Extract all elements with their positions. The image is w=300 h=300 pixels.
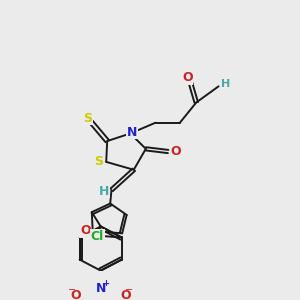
Text: S: S <box>83 112 92 125</box>
Text: O: O <box>170 145 181 158</box>
Text: O: O <box>182 71 193 84</box>
Text: +: + <box>103 279 110 288</box>
Text: −: − <box>125 285 134 295</box>
Text: N: N <box>95 282 106 295</box>
Text: N: N <box>127 126 137 139</box>
Text: O: O <box>120 289 131 300</box>
Text: O: O <box>71 289 81 300</box>
Text: H: H <box>99 185 109 198</box>
Text: S: S <box>94 155 103 168</box>
Text: H: H <box>221 79 231 88</box>
Text: O: O <box>80 224 91 238</box>
Text: −: − <box>68 285 76 295</box>
Text: Cl: Cl <box>91 230 104 243</box>
